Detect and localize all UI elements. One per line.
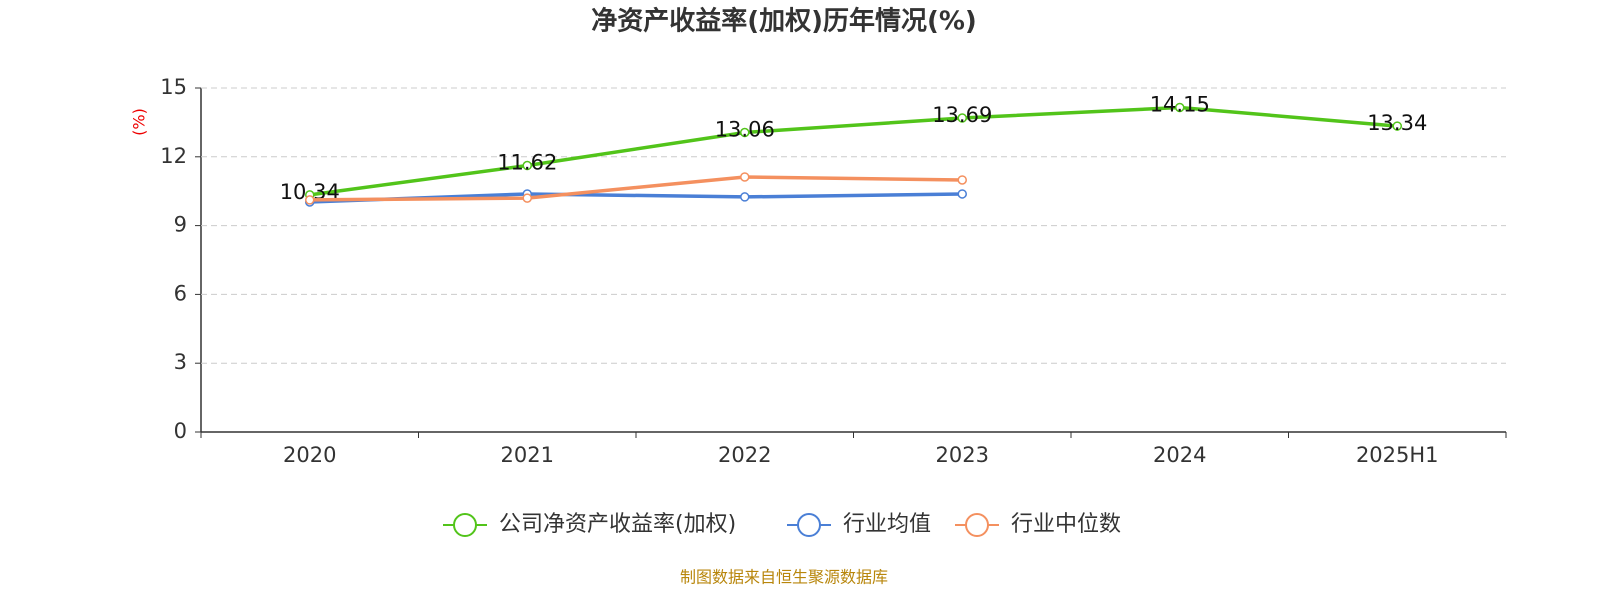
y-tick-label: 0	[174, 419, 187, 443]
data-point	[957, 113, 967, 123]
series-line	[309, 175, 963, 202]
y-tick-label: 6	[174, 281, 187, 305]
y-tick-label: 9	[174, 213, 187, 237]
y-axis-label: (%)	[130, 108, 149, 136]
legend-marker	[965, 513, 989, 537]
data-point	[740, 172, 750, 182]
legend-label: 行业中位数	[1011, 512, 1121, 537]
data-point	[957, 189, 967, 199]
data-label: 13.34	[1367, 111, 1427, 135]
data-label: 13.06	[715, 117, 775, 141]
source-note: 制图数据来自恒生聚源数据库	[680, 568, 888, 587]
data-label: 13.69	[932, 103, 992, 127]
data-point	[740, 192, 750, 202]
series-line	[309, 105, 1398, 197]
data-point	[1392, 121, 1402, 131]
data-point	[957, 175, 967, 185]
y-tick-label: 3	[174, 350, 187, 374]
data-point	[522, 160, 532, 171]
x-tick-label: 2025H1	[1356, 443, 1439, 467]
data-label: 11.62	[497, 151, 557, 175]
data-point	[740, 127, 750, 138]
x-tick-label: 2024	[1153, 443, 1206, 467]
data-point	[305, 195, 315, 205]
data-point	[522, 193, 532, 203]
y-tick-label: 12	[160, 144, 187, 168]
x-tick-label: 2020	[283, 443, 336, 467]
chart-title: 净资产收益率(加权)历年情况(%)	[591, 6, 977, 37]
legend-label: 公司净资产收益率(加权)	[499, 512, 736, 537]
y-tick-label: 15	[160, 75, 187, 99]
legend-marker	[797, 513, 821, 537]
x-tick-label: 2023	[936, 443, 989, 467]
x-tick-label: 2022	[718, 443, 771, 467]
data-label: 14.15	[1150, 92, 1210, 116]
legend-label: 行业均值	[843, 512, 931, 537]
legend-marker	[453, 513, 477, 537]
data-point	[1175, 102, 1185, 113]
x-tick-label: 2021	[501, 443, 554, 467]
